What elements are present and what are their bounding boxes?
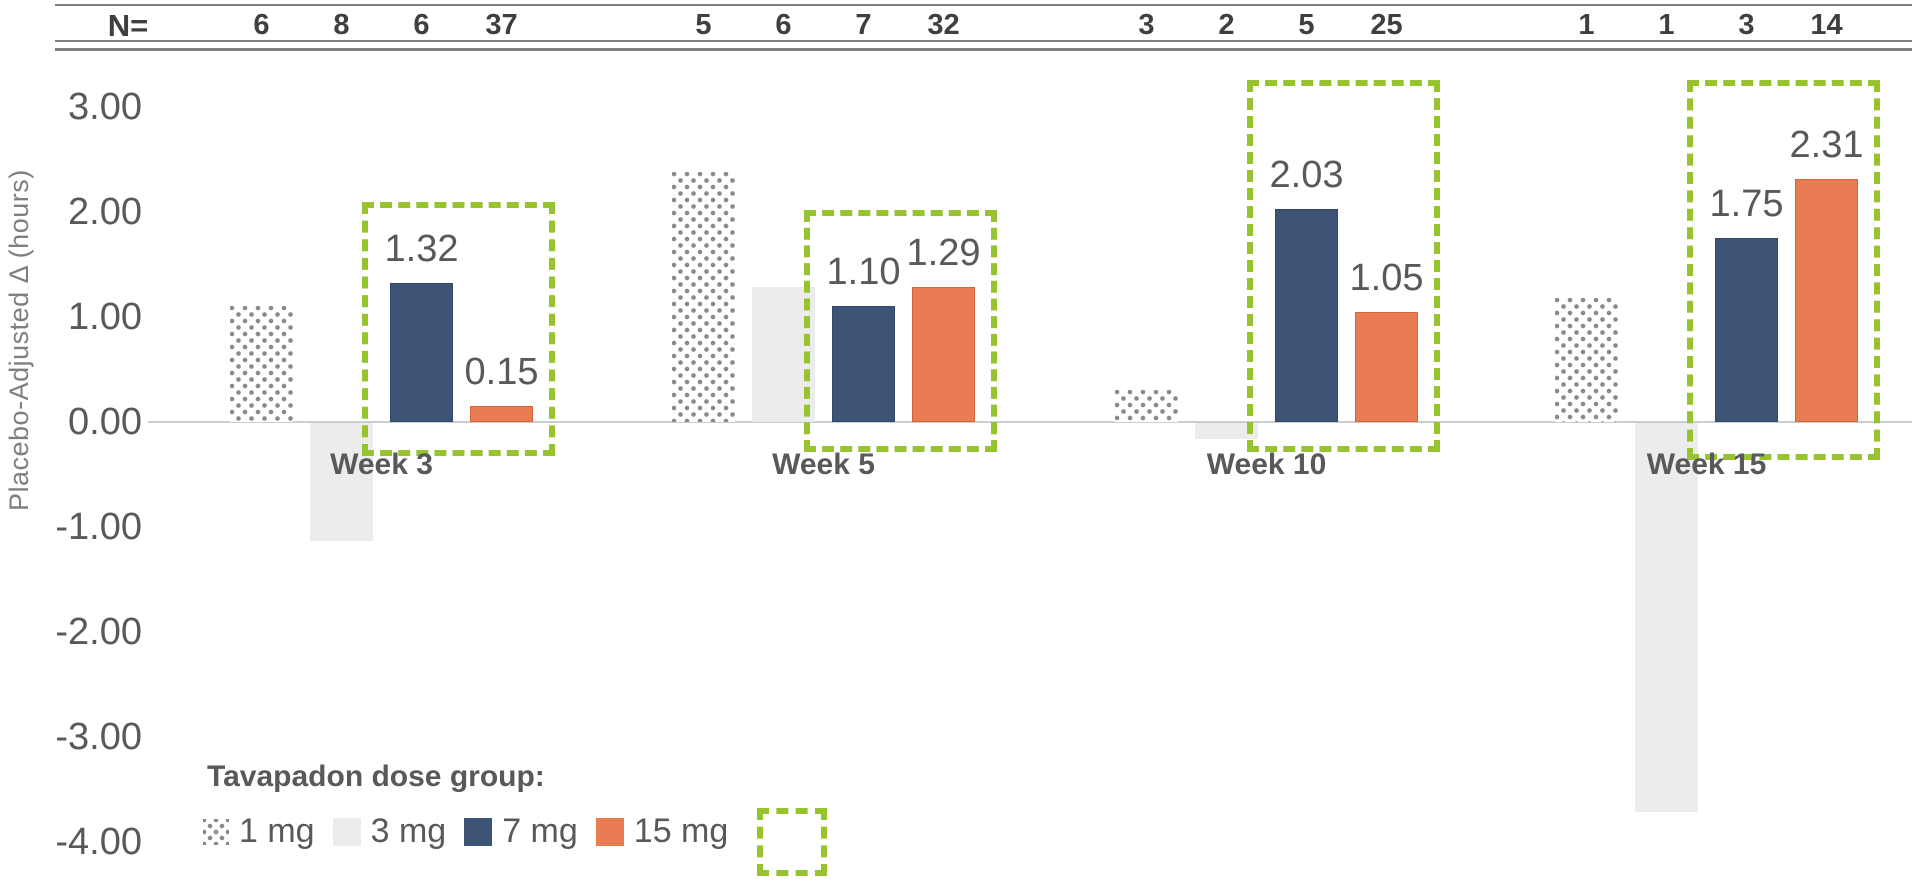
y-tick-3.00: 3.00 bbox=[68, 86, 142, 128]
legend-label-15mg: 15 mg bbox=[633, 812, 729, 850]
n-value-week-15-7mg: 3 bbox=[1738, 9, 1755, 41]
y-tick-1.00: 1.00 bbox=[68, 296, 142, 338]
category-label-week-15: Week 15 bbox=[1646, 448, 1767, 481]
legend-swatch-1mg-icon bbox=[203, 818, 229, 845]
therapeutic-range-box-week-5 bbox=[804, 210, 997, 452]
legend-swatch-3mg-icon bbox=[332, 817, 361, 846]
legend-label-1mg: 1 mg bbox=[239, 812, 315, 850]
bar-week-3-15mg bbox=[470, 406, 533, 422]
therapeutic-range-box-week-15 bbox=[1687, 80, 1880, 460]
value-label-week-15-7mg: 1.75 bbox=[1709, 183, 1784, 225]
n-value-week-3-3mg: 8 bbox=[333, 9, 350, 41]
bar-week-10-7mg bbox=[1275, 209, 1338, 422]
legend-label-3mg: 3 mg bbox=[370, 812, 447, 850]
n-value-week-15-15mg: 14 bbox=[1810, 9, 1843, 41]
value-label-week-3-7mg: 1.32 bbox=[384, 228, 459, 270]
n-value-week-3-7mg: 6 bbox=[413, 9, 430, 41]
n-value-week-5-15mg: 32 bbox=[927, 9, 960, 41]
legend-swatch-7mg-icon bbox=[464, 817, 493, 846]
therapeutic-range-legend-icon bbox=[757, 808, 827, 876]
bar-week-5-15mg bbox=[912, 287, 975, 422]
n-value-week-5-1mg: 5 bbox=[695, 9, 712, 41]
category-label-week-3: Week 3 bbox=[330, 448, 433, 481]
value-label-week-3-15mg: 0.15 bbox=[464, 351, 539, 393]
bar-week-15-15mg bbox=[1795, 179, 1858, 422]
value-label-week-10-7mg: 2.03 bbox=[1269, 154, 1344, 196]
value-label-week-15-15mg: 2.31 bbox=[1789, 124, 1864, 166]
n-value-week-5-7mg: 7 bbox=[855, 9, 872, 41]
bar-week-5-1mg bbox=[672, 172, 735, 422]
y-tick--3.00: -3.00 bbox=[55, 716, 142, 758]
n-value-week-3-1mg: 6 bbox=[253, 9, 270, 41]
n-value-week-5-3mg: 6 bbox=[775, 9, 792, 41]
n-value-week-3-15mg: 37 bbox=[485, 9, 518, 41]
n-value-week-15-1mg: 1 bbox=[1578, 9, 1595, 41]
n-value-week-10-7mg: 5 bbox=[1298, 9, 1315, 41]
therapeutic-range-legend-line1: Doses within expected therapeutic bbox=[845, 886, 1325, 890]
y-tick-0.00: 0.00 bbox=[68, 401, 142, 443]
value-label-week-10-15mg: 1.05 bbox=[1349, 257, 1424, 299]
y-tick--4.00: -4.00 bbox=[55, 821, 142, 863]
value-label-week-5-15mg: 1.29 bbox=[906, 232, 981, 274]
n-value-week-15-3mg: 1 bbox=[1658, 9, 1675, 41]
n-equals-label: N= bbox=[107, 8, 149, 43]
bar-week-15-3mg bbox=[1635, 423, 1698, 812]
category-label-week-10: Week 10 bbox=[1206, 448, 1327, 481]
y-tick--1.00: -1.00 bbox=[55, 506, 142, 548]
n-header-band bbox=[55, 4, 1912, 42]
category-label-week-5: Week 5 bbox=[772, 448, 875, 481]
n-value-week-10-1mg: 3 bbox=[1138, 9, 1155, 41]
legend-swatch-15mg-icon bbox=[595, 817, 624, 846]
bar-week-5-7mg bbox=[832, 306, 895, 422]
n-value-week-10-15mg: 25 bbox=[1370, 9, 1403, 41]
legend-item-15mg: 15 mg bbox=[595, 812, 729, 851]
y-tick-2.00: 2.00 bbox=[68, 191, 142, 233]
zero-axis-line bbox=[148, 421, 1912, 423]
value-label-week-5-7mg: 1.10 bbox=[826, 251, 901, 293]
therapeutic-range-box-week-10 bbox=[1247, 80, 1440, 452]
bar-week-10-3mg bbox=[1195, 423, 1258, 439]
bar-week-15-7mg bbox=[1715, 238, 1778, 422]
legend-item-7mg: 7 mg bbox=[464, 812, 578, 851]
y-tick--2.00: -2.00 bbox=[55, 611, 142, 653]
legend-label-7mg: 7 mg bbox=[502, 812, 578, 850]
bar-week-15-1mg bbox=[1555, 298, 1618, 422]
therapeutic-range-legend-text: Doses within expected therapeutic range … bbox=[845, 798, 1325, 890]
legend-title: Tavapadon dose group: bbox=[207, 760, 545, 793]
bar-week-10-1mg bbox=[1115, 390, 1178, 422]
bar-week-10-15mg bbox=[1355, 312, 1418, 422]
bar-week-3-1mg bbox=[230, 306, 293, 422]
therapeutic-range-box-week-3 bbox=[362, 202, 555, 456]
legend-item-3mg: 3 mg bbox=[332, 812, 447, 851]
n-value-week-10-3mg: 2 bbox=[1218, 9, 1235, 41]
dose-legend-row: 1 mg 3 mg 7 mg 15 mg bbox=[203, 812, 728, 851]
legend-item-1mg: 1 mg bbox=[203, 812, 315, 851]
bar-week-3-7mg bbox=[390, 283, 453, 422]
n-header-band-underline bbox=[55, 48, 1912, 51]
